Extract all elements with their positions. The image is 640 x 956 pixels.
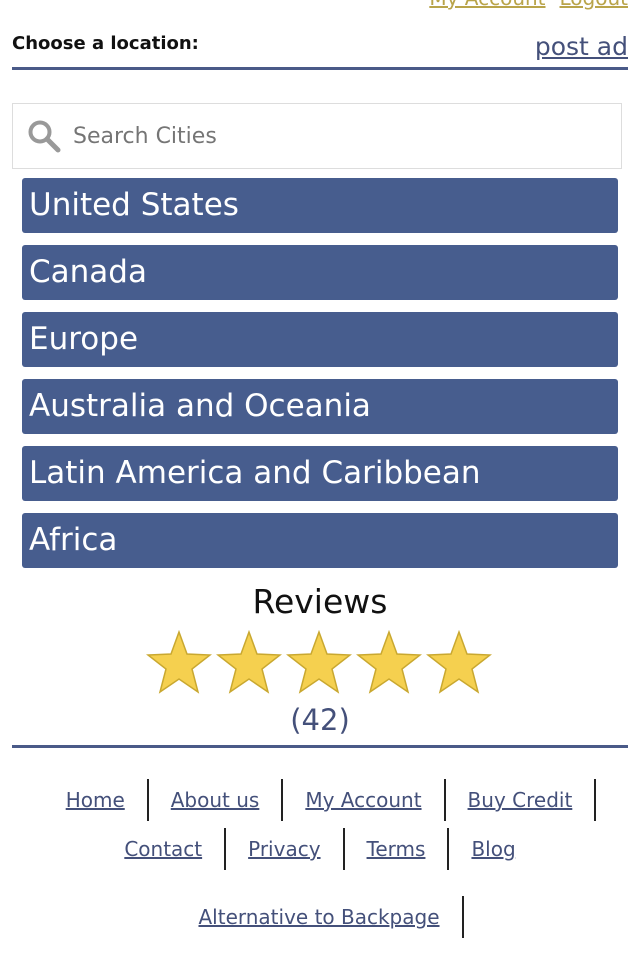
footer-link-terms[interactable]: Terms [345, 828, 450, 870]
region-australia-oceania[interactable]: Australia and Oceania [22, 379, 618, 434]
footer-link-privacy[interactable]: Privacy [226, 828, 345, 870]
logout-link[interactable]: Logout [560, 0, 628, 10]
footer-row-3: Alternative to Backpage [0, 896, 640, 938]
footer-row-2: Contact Privacy Terms Blog [0, 828, 640, 870]
star-icon [356, 630, 422, 694]
star-icon [286, 630, 352, 694]
choose-location-label: Choose a location: [12, 33, 199, 54]
star-icon [426, 630, 492, 694]
region-united-states[interactable]: United States [22, 178, 618, 233]
star-icon [146, 630, 212, 694]
post-ad-link[interactable]: post ad [534, 32, 628, 61]
footer-link-home[interactable]: Home [44, 779, 149, 821]
divider [12, 67, 628, 70]
footer-link-my-account[interactable]: My Account [283, 779, 446, 821]
footer-link-contact[interactable]: Contact [102, 828, 227, 870]
divider [12, 745, 628, 748]
footer-link-about[interactable]: About us [149, 779, 284, 821]
my-account-link[interactable]: My Account [429, 0, 545, 10]
search-icon [28, 120, 61, 153]
region-africa[interactable]: Africa [22, 513, 618, 568]
region-canada[interactable]: Canada [22, 245, 618, 300]
footer-row-1: Home About us My Account Buy Credit [0, 779, 640, 821]
footer-link-alternative-backpage[interactable]: Alternative to Backpage [176, 896, 464, 938]
star-rating [146, 630, 492, 696]
region-latin-america[interactable]: Latin America and Caribbean [22, 446, 618, 501]
star-icon [216, 630, 282, 694]
footer-link-blog[interactable]: Blog [471, 837, 516, 861]
footer-link-buy-credit[interactable]: Buy Credit [446, 779, 597, 821]
search-box[interactable] [12, 103, 622, 169]
search-input[interactable] [71, 122, 575, 150]
region-europe[interactable]: Europe [22, 312, 618, 367]
review-count[interactable]: (42) [290, 703, 350, 737]
top-links: My Account Logout [415, 0, 628, 10]
reviews-title: Reviews [252, 582, 388, 621]
